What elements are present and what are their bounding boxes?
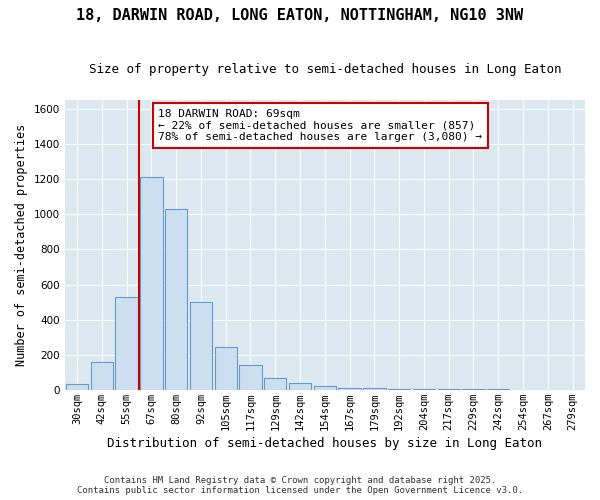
X-axis label: Distribution of semi-detached houses by size in Long Eaton: Distribution of semi-detached houses by …: [107, 437, 542, 450]
Bar: [190, 302, 212, 390]
Bar: [314, 386, 336, 390]
Bar: [66, 384, 88, 390]
Bar: [91, 362, 113, 390]
Bar: [264, 378, 286, 390]
Text: Contains HM Land Registry data © Crown copyright and database right 2025.
Contai: Contains HM Land Registry data © Crown c…: [77, 476, 523, 495]
Text: 18 DARWIN ROAD: 69sqm
← 22% of semi-detached houses are smaller (857)
78% of sem: 18 DARWIN ROAD: 69sqm ← 22% of semi-deta…: [158, 109, 482, 142]
Bar: [363, 388, 386, 390]
Bar: [165, 209, 187, 390]
Text: 18, DARWIN ROAD, LONG EATON, NOTTINGHAM, NG10 3NW: 18, DARWIN ROAD, LONG EATON, NOTTINGHAM,…: [76, 8, 524, 22]
Title: Size of property relative to semi-detached houses in Long Eaton: Size of property relative to semi-detach…: [89, 62, 561, 76]
Bar: [289, 383, 311, 390]
Bar: [140, 178, 163, 390]
Bar: [215, 347, 237, 390]
Bar: [115, 297, 138, 390]
Bar: [338, 388, 361, 390]
Bar: [239, 365, 262, 390]
Y-axis label: Number of semi-detached properties: Number of semi-detached properties: [15, 124, 28, 366]
Bar: [413, 389, 435, 390]
Bar: [388, 389, 410, 390]
